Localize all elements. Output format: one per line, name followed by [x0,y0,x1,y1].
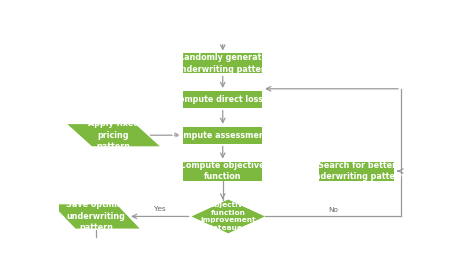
Text: Compute direct losses: Compute direct losses [173,95,273,104]
FancyBboxPatch shape [319,162,394,181]
Text: Objective
function
improvement
plateaued?: Objective function improvement plateaued… [201,202,256,231]
Polygon shape [67,124,160,146]
FancyBboxPatch shape [183,127,262,144]
Text: Compute assessments: Compute assessments [172,131,273,140]
Text: Save optimal
underwriting
pattern: Save optimal underwriting pattern [66,201,126,232]
Text: Apply fixed
pricing
pattern: Apply fixed pricing pattern [88,119,139,151]
Text: No: No [328,207,338,213]
FancyBboxPatch shape [183,91,262,108]
Text: Yes: Yes [154,206,165,212]
Text: Search for better
underwriting pattern: Search for better underwriting pattern [309,161,405,181]
Text: Randomly generate
underwriting pattern: Randomly generate underwriting pattern [175,53,271,74]
FancyBboxPatch shape [183,53,262,73]
Text: Compute objective
function: Compute objective function [181,161,265,181]
FancyBboxPatch shape [183,162,262,181]
Polygon shape [52,204,140,229]
Polygon shape [191,199,265,233]
